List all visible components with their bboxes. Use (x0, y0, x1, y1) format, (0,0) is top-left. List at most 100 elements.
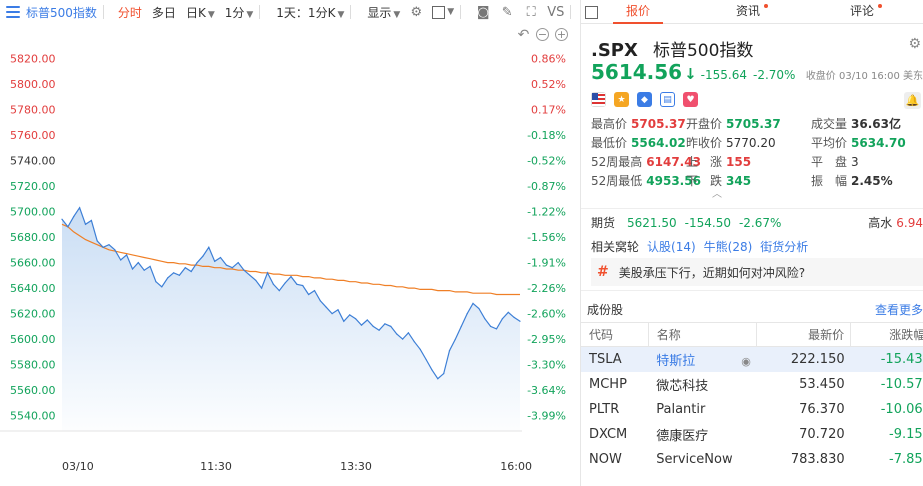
col-change[interactable]: 涨跌幅 ▲ (850, 322, 923, 347)
price-point (178, 274, 180, 276)
tab-news-label: 资讯 (735, 4, 760, 18)
tab-comments[interactable]: 评论 (809, 0, 923, 23)
price-point (302, 284, 304, 287)
price-point (249, 274, 251, 276)
quote-header: .SPX 标普500指数 ⚙ (581, 24, 923, 61)
index-title: 标普500指数 (26, 5, 97, 20)
table-row[interactable]: DXCM 德康医疗 70.720 -9.15% (581, 422, 923, 447)
row-change: -15.43% (850, 346, 923, 372)
stat-value: 5770.20 (726, 136, 776, 150)
arrow-down-icon: ↓ (684, 65, 697, 83)
tab-timeshare[interactable]: 分时 (117, 5, 142, 20)
price-point (61, 218, 63, 220)
document-icon[interactable]: ▤ (660, 92, 675, 107)
price-point (360, 324, 363, 326)
display-select[interactable]: 显示 ▼ (367, 4, 400, 21)
tab-news[interactable]: 资讯 (695, 0, 809, 23)
price-point (137, 262, 139, 264)
news-banner[interactable]: # 美股承压下行，近期如何对冲风险? (591, 258, 923, 286)
undo-icon[interactable]: ↶ (517, 26, 530, 43)
y-tick-label: 5560.00 (10, 384, 56, 397)
price-point (448, 350, 451, 352)
price-line-row: 5614.56 ↓ -155.64 -2.70% 收盘价 03/10 16:00… (581, 60, 923, 88)
market-status: 收盘价 03/10 16:00 美东 (805, 71, 923, 82)
tab-comments-label: 评论 (849, 4, 874, 18)
futures-label: 期货 (591, 216, 616, 230)
row-price: 70.720 (799, 426, 845, 442)
col-name[interactable]: 名称 (648, 322, 757, 347)
us-flag-icon (591, 92, 606, 107)
link-warrants[interactable]: 认股(14) (647, 239, 696, 254)
range-select[interactable]: 1天：1分K ▼ (276, 4, 344, 21)
tab-interval[interactable]: 1分 ▼ (225, 4, 254, 21)
stat-value: 5705.37 (726, 117, 781, 131)
price-point (466, 313, 468, 315)
gear-icon[interactable]: ⚙ (908, 36, 921, 52)
table-row[interactable]: TSLA 特斯拉 ◉ 222.150 -15.43% (581, 346, 923, 372)
link-cbbc[interactable]: 牛熊(28) (703, 239, 753, 254)
view-more-link[interactable]: 查看更多 (874, 303, 923, 317)
zoom-in-icon[interactable]: + (555, 28, 568, 41)
price-point (507, 311, 509, 313)
average-price-line (61, 223, 520, 296)
pct-tick-label: 0.52% (531, 78, 566, 91)
x-tick-label: 03/10 (62, 460, 94, 473)
futures-row[interactable]: 期货 5621.50 -154.50 -2.67% 高水 6.94 (581, 208, 923, 232)
window-toggle-icon[interactable] (432, 5, 446, 19)
price-area-fill (62, 207, 520, 431)
stat-value: 5564.02 (631, 136, 686, 150)
pct-tick-label: -3.64% (527, 384, 566, 397)
settings-icon[interactable]: ⚙ (410, 4, 423, 20)
y-tick-label: 5760.00 (10, 129, 56, 142)
bell-icon[interactable]: 🔔 (904, 92, 921, 109)
x-tick-label: 11:30 (200, 460, 232, 473)
tab-quote-label: 报价 (625, 4, 650, 18)
link-street-analysis[interactable]: 街货分析 (760, 239, 809, 254)
col-price[interactable]: 最新价 (756, 322, 852, 347)
stats-row: 52周最低 4953.56 下 跌 345 振 幅 2.45% (591, 171, 923, 190)
table-row[interactable]: PLTR Palantir 76.370 -10.06% (581, 397, 923, 422)
y-tick-label: 5540.00 (10, 410, 56, 423)
tag-icon[interactable]: ◆ (637, 92, 652, 107)
row-name: 特斯拉 (656, 353, 696, 369)
runner-icon[interactable]: ★ (614, 92, 629, 107)
price-point (114, 249, 116, 251)
menu-icon[interactable] (6, 6, 20, 18)
tab-daily-k[interactable]: 日K ▼ (186, 4, 215, 21)
heart-icon[interactable]: ♥ (683, 92, 698, 107)
tab-quote[interactable]: 报价 (581, 0, 695, 24)
price-point (513, 316, 515, 318)
y-tick-label: 5700.00 (10, 206, 56, 219)
row-change: -10.06% (880, 401, 923, 417)
tab-multi-day[interactable]: 多日 (151, 5, 176, 20)
price-point (490, 325, 492, 327)
stat-label: 平均价 (811, 136, 848, 150)
price-point (190, 270, 192, 273)
stat-label: 52周最高 (591, 155, 643, 169)
pct-tick-label: -3.30% (527, 359, 566, 372)
table-row[interactable]: NOW ServiceNow 783.830 -7.85% (581, 447, 923, 472)
chevron-down-icon: ▼ (246, 9, 254, 20)
col-code[interactable]: 代码 (581, 322, 649, 347)
compare-vs-button[interactable]: VS (547, 4, 565, 20)
chevron-down-icon[interactable]: ▼ (447, 7, 455, 17)
y-tick-label: 5580.00 (10, 359, 56, 372)
pencil-icon[interactable]: ✎ (501, 4, 513, 20)
fullscreen-icon[interactable]: ⛶ (526, 4, 536, 20)
pct-tick-label: -0.18% (527, 129, 566, 142)
pct-tick-label: -1.91% (527, 257, 566, 270)
unread-dot (878, 4, 882, 8)
intraday-chart[interactable]: 5820.00 5800.00 5780.00 5760.00 5740.00 5720.… (0, 24, 580, 486)
expand-chevron-icon[interactable]: ︿ (712, 189, 722, 200)
price-point (308, 293, 310, 296)
table-row[interactable]: MCHP 微芯科技 53.450 -10.57% (581, 372, 923, 397)
price-point (131, 268, 134, 270)
zoom-out-icon[interactable]: − (536, 28, 549, 41)
pct-tick-label: -0.52% (527, 154, 566, 167)
eye-icon[interactable]: ◉ (741, 354, 751, 368)
camera-icon[interactable]: ◙ (476, 4, 490, 20)
interval-label: 1分 (224, 5, 245, 20)
panel-toggle-icon[interactable] (585, 5, 599, 19)
price-point (384, 323, 386, 325)
